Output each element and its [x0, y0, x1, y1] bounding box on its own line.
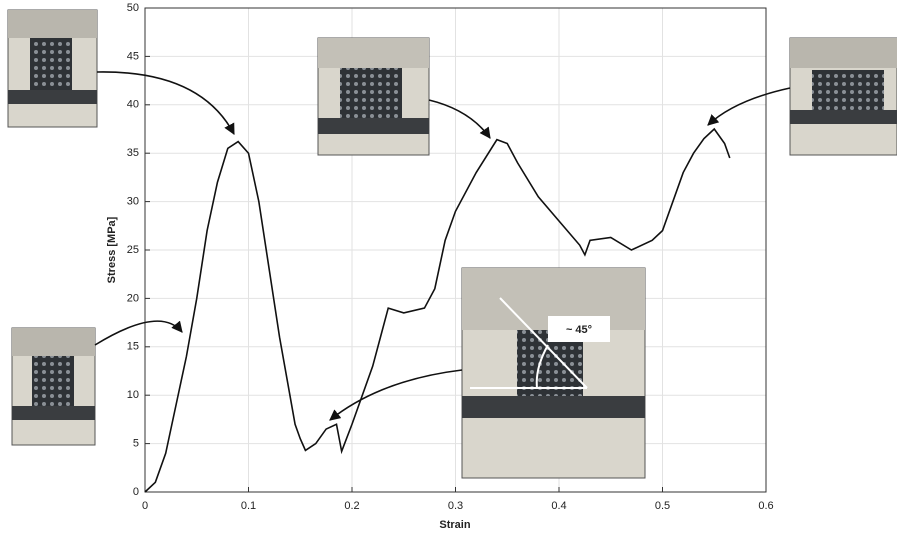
x-tick-label: 0.4: [551, 500, 566, 512]
x-tick-label: 0.3: [448, 500, 463, 512]
y-tick-label: 10: [127, 389, 139, 401]
x-tick-label: 0.1: [241, 500, 256, 512]
y-tick-label: 25: [127, 244, 139, 256]
y-axis-label: Stress [MPa]: [106, 216, 118, 283]
photo-inset: [317, 37, 430, 156]
y-tick-label: 40: [127, 99, 139, 111]
y-tick-label: 20: [127, 292, 139, 304]
x-tick-label: 0.6: [758, 500, 773, 512]
photo-inset: [789, 37, 897, 156]
y-tick-label: 45: [127, 50, 139, 62]
y-tick-label: 30: [127, 196, 139, 208]
y-tick-label: 50: [127, 2, 139, 14]
x-tick-label: 0.2: [344, 500, 359, 512]
angle-annotation: ~ 45°: [566, 324, 592, 336]
y-tick-label: 5: [133, 438, 139, 450]
arrows: [94, 71, 791, 421]
y-tick-label: 15: [127, 341, 139, 353]
plot-area: 0 5 10 15 20 25 30 35 40 45 50 0 0.1 0.2 0.3 0.4 0.5 0.6: [127, 2, 774, 512]
x-axis-label: Strain: [439, 519, 470, 531]
photo-inset: [11, 327, 96, 446]
x-tick-label: 0.5: [655, 500, 670, 512]
x-tick-label: 0: [142, 500, 148, 512]
stress-strain-curve: [144, 127, 731, 493]
axes-box: [144, 7, 767, 493]
photo-inset: ~ 45°: [461, 267, 646, 479]
y-tick-label: 35: [127, 147, 139, 159]
photo-inset: [7, 9, 98, 128]
y-tick-label: 0: [133, 486, 139, 498]
